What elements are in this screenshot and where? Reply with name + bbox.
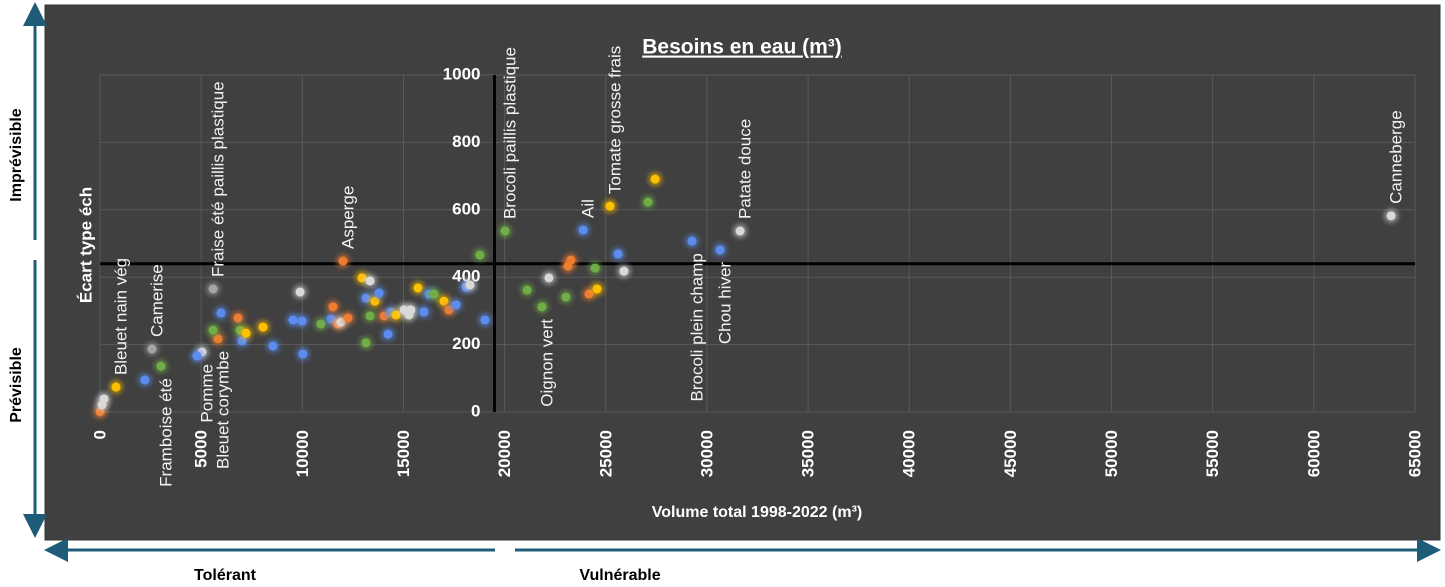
side-label: Tolérant bbox=[194, 567, 257, 584]
point-label: Patate douce bbox=[736, 119, 755, 219]
point bbox=[147, 344, 157, 354]
point bbox=[592, 284, 602, 294]
x-tick-label: 5000 bbox=[192, 430, 211, 468]
y-tick-label: 0 bbox=[471, 401, 480, 420]
point bbox=[475, 250, 485, 260]
point-label: Brocoli plein champ bbox=[687, 253, 706, 401]
point bbox=[365, 276, 375, 286]
point bbox=[1386, 211, 1396, 221]
point bbox=[544, 273, 554, 283]
point bbox=[241, 328, 251, 338]
point bbox=[111, 382, 121, 392]
point bbox=[295, 287, 305, 297]
x-tick-label: 40000 bbox=[900, 430, 919, 477]
point bbox=[619, 266, 629, 276]
x-tick-label: 50000 bbox=[1102, 430, 1121, 477]
x-tick-label: 0 bbox=[90, 430, 109, 439]
point bbox=[643, 197, 653, 207]
point bbox=[208, 284, 218, 294]
point-label: Oignon vert bbox=[538, 319, 557, 407]
point bbox=[374, 288, 384, 298]
point bbox=[563, 261, 573, 271]
side-label: Vulnérable bbox=[579, 567, 660, 584]
point bbox=[735, 226, 745, 236]
point-label: Bleuet nain vég bbox=[111, 258, 130, 375]
x-tick-label: 45000 bbox=[1001, 430, 1020, 477]
point-label: Ail bbox=[579, 199, 598, 218]
point bbox=[590, 263, 600, 273]
point bbox=[406, 305, 416, 315]
point bbox=[298, 349, 308, 359]
x-tick-label: 60000 bbox=[1304, 430, 1323, 477]
point bbox=[439, 296, 449, 306]
x-tick-label: 10000 bbox=[293, 430, 312, 477]
point bbox=[500, 226, 510, 236]
x-tick-label: 30000 bbox=[697, 430, 716, 477]
plot-background bbox=[44, 4, 1441, 541]
y-tick-label: 600 bbox=[452, 199, 480, 218]
point bbox=[650, 174, 660, 184]
point-label: Canneberge bbox=[1387, 110, 1406, 204]
point bbox=[328, 302, 338, 312]
point bbox=[343, 313, 353, 323]
point-label: Brocoli paillis plastique bbox=[501, 47, 520, 219]
point bbox=[605, 201, 615, 211]
point bbox=[361, 338, 371, 348]
point bbox=[715, 245, 725, 255]
point bbox=[451, 300, 461, 310]
y-tick-label: 200 bbox=[452, 334, 480, 353]
point-label: Chou hiver bbox=[716, 262, 735, 345]
x-tick-label: 25000 bbox=[596, 430, 615, 477]
side-label: Prévisible bbox=[8, 347, 25, 423]
point bbox=[338, 256, 348, 266]
point bbox=[316, 319, 326, 329]
y-tick-label: 800 bbox=[452, 132, 480, 151]
y-axis-title: Écart type éch bbox=[76, 187, 95, 303]
point bbox=[480, 315, 490, 325]
point bbox=[99, 394, 109, 404]
x-axis-title: Volume total 1998-2022 (m³) bbox=[652, 504, 862, 521]
x-tick-label: 65000 bbox=[1405, 430, 1424, 477]
point bbox=[687, 236, 697, 246]
point-label: Tomate grosse frais bbox=[606, 46, 625, 194]
point bbox=[613, 249, 623, 259]
point bbox=[537, 302, 547, 312]
point bbox=[561, 292, 571, 302]
point bbox=[578, 225, 588, 235]
point-label: Framboise été bbox=[156, 378, 175, 487]
point-label: Bleuet corymbe bbox=[213, 351, 232, 469]
chart-title: Besoins en eau (m³) bbox=[642, 36, 842, 59]
point bbox=[140, 375, 150, 385]
point-label: Asperge bbox=[338, 186, 357, 249]
y-tick-label: 1000 bbox=[443, 64, 481, 83]
point bbox=[213, 334, 223, 344]
point bbox=[156, 361, 166, 371]
point bbox=[413, 283, 423, 293]
point bbox=[522, 285, 532, 295]
point bbox=[429, 289, 439, 299]
point bbox=[365, 311, 375, 321]
point bbox=[258, 322, 268, 332]
side-label: Imprévisible bbox=[8, 108, 25, 201]
point-label: Fraise été paillis plastique bbox=[209, 81, 228, 277]
point-label: Pomme bbox=[197, 364, 216, 423]
point bbox=[383, 329, 393, 339]
x-tick-label: 15000 bbox=[394, 430, 413, 477]
point bbox=[297, 316, 307, 326]
x-tick-label: 20000 bbox=[495, 430, 514, 477]
point bbox=[268, 341, 278, 351]
point-label: Camerise bbox=[147, 264, 166, 337]
point bbox=[419, 307, 429, 317]
point bbox=[465, 280, 475, 290]
point bbox=[192, 351, 202, 361]
point bbox=[208, 325, 218, 335]
x-tick-label: 35000 bbox=[799, 430, 818, 477]
point bbox=[216, 308, 226, 318]
point bbox=[233, 313, 243, 323]
x-tick-label: 55000 bbox=[1203, 430, 1222, 477]
